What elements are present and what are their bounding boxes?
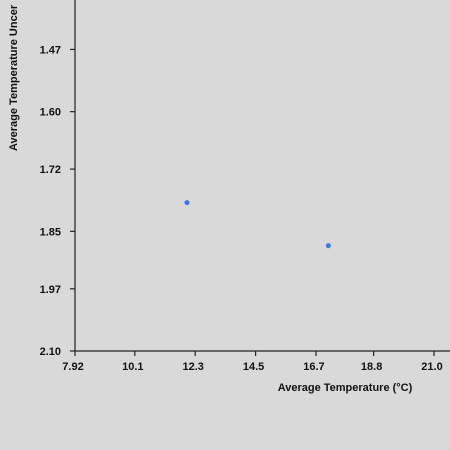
- x-tick-label: 10.1: [122, 361, 143, 373]
- y-tick-label: 2.10: [40, 346, 61, 358]
- y-tick-label: 1.47: [40, 44, 61, 56]
- x-tick-label: 12.3: [183, 361, 204, 373]
- data-point: [325, 243, 331, 249]
- x-axis-title: Average Temperature (°C): [278, 382, 413, 394]
- x-tick-label: 7.92: [62, 361, 83, 373]
- y-axis-title: Average Temperature Uncer: [8, 4, 20, 151]
- y-axis: 1.47 1.60 1.72 1.85 1.97 2.10: [40, 0, 76, 358]
- x-tick-label: 14.5: [243, 361, 264, 373]
- y-tick-label: 1.60: [40, 107, 61, 119]
- x-axis: 7.92 10.1 12.3 14.5 16.7 18.8 21.0: [62, 350, 450, 373]
- x-tick-label: 16.7: [303, 361, 324, 373]
- x-tick-label: 18.8: [361, 361, 382, 373]
- data-points: [184, 200, 331, 249]
- y-tick-label: 1.97: [40, 284, 61, 296]
- y-tick-label: 1.85: [40, 226, 61, 238]
- y-tick-label: 1.72: [40, 164, 61, 176]
- x-tick-label: 21.0: [421, 361, 442, 373]
- data-point: [184, 200, 190, 206]
